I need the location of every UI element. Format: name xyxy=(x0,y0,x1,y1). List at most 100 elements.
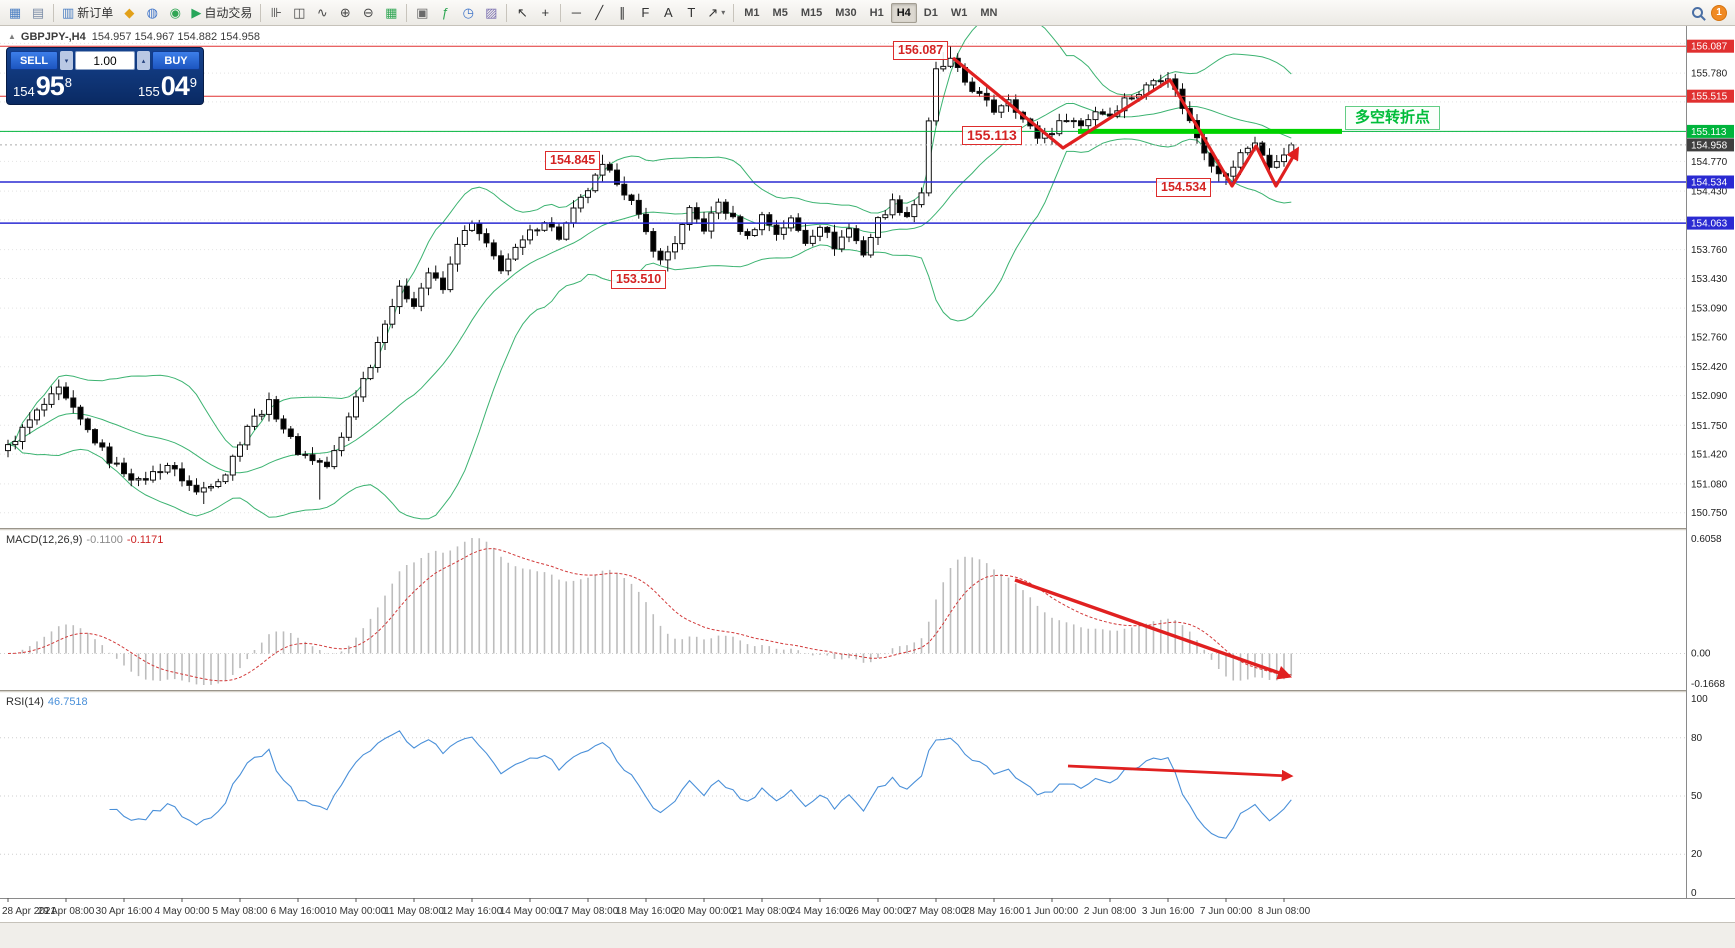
chart-profiles-button[interactable]: ▤ xyxy=(27,2,49,24)
buy-button[interactable]: BUY xyxy=(152,51,200,70)
turning-point-label[interactable]: 多空转折点 xyxy=(1345,106,1441,130)
price-badge xyxy=(1687,216,1734,230)
templates-button[interactable]: ▨ xyxy=(480,2,502,24)
sell-button[interactable]: SELL xyxy=(10,51,58,70)
shapes-icon: ↗ xyxy=(707,5,719,20)
horizontal-level-lines[interactable] xyxy=(0,45,1686,224)
svg-text:100: 100 xyxy=(1691,694,1708,705)
timeframe-m1-button[interactable]: M1 xyxy=(744,6,760,19)
price-scale[interactable]: 155.780 154.770 154.430 153.760 153.430 153.0… xyxy=(1687,39,1734,899)
autotrading-button[interactable]: ▶ 自动交易 xyxy=(187,2,256,24)
price-annotation-label[interactable]: 156.087 xyxy=(893,41,949,60)
buy-price-prefix: 155 xyxy=(138,84,160,99)
fibonacci-button[interactable]: F xyxy=(634,2,656,24)
svg-text:1 Jun 00:00: 1 Jun 00:00 xyxy=(1026,906,1079,917)
periods-icon: ◷ xyxy=(462,5,474,20)
indicators-button[interactable]: ƒ xyxy=(434,2,456,24)
volume-input[interactable] xyxy=(75,51,135,70)
price-annotation-label[interactable]: 155.113 xyxy=(962,126,1022,145)
line-chart-mode-icon: ∿ xyxy=(316,5,328,20)
timeframe-m30-button[interactable]: M30 xyxy=(835,6,857,19)
chart-title-bar: ▲ GBPJPY-,H4 154.957 154.967 154.882 154.9… xyxy=(8,31,260,43)
bollinger-upper-band xyxy=(7,26,1292,448)
text-label-button[interactable]: T xyxy=(680,2,702,24)
autotrading-icon: ▶ xyxy=(191,5,202,20)
candlestick-mode-icon: ◫ xyxy=(293,5,306,20)
one-click-trading-panel: SELL ▾ ▴ BUY 154 95 8 155 04 9 xyxy=(6,47,204,105)
timeframe-h4-button[interactable]: H4 xyxy=(890,2,917,23)
new-chart-button[interactable]: ▦ xyxy=(4,2,26,24)
svg-text:153.090: 153.090 xyxy=(1691,304,1728,315)
timeframe-d1-button[interactable]: D1 xyxy=(923,6,938,19)
macd-trend-arrow xyxy=(1014,578,1293,680)
trend-arrows[interactable] xyxy=(951,56,1300,782)
zoom-out-button[interactable]: ⊖ xyxy=(357,2,379,24)
buy-price-sup: 9 xyxy=(189,75,197,90)
new-order-button[interactable]: ▥ 新订单 xyxy=(58,2,117,24)
price-badge xyxy=(1687,124,1734,138)
chart-canvas[interactable]: 155.780 154.770 154.430 153.760 153.430 153.0… xyxy=(0,26,1735,922)
templates-icon: ▨ xyxy=(485,5,498,20)
panel-separator[interactable] xyxy=(0,690,1735,693)
collapse-icon[interactable]: ▲ xyxy=(8,32,16,41)
price-annotation-label[interactable]: 154.845 xyxy=(545,151,601,170)
svg-text:152.090: 152.090 xyxy=(1691,391,1728,402)
rsi-trend-arrow xyxy=(1067,764,1294,782)
svg-text:30 Apr 16:00: 30 Apr 16:00 xyxy=(96,906,153,917)
svg-text:12 May 16:00: 12 May 16:00 xyxy=(442,906,503,917)
text-button[interactable]: A xyxy=(657,2,679,24)
timeframe-mn-button[interactable]: MN xyxy=(980,6,998,19)
mql5-button[interactable]: ◆ xyxy=(118,2,140,24)
panel-separator[interactable] xyxy=(0,528,1735,531)
svg-text:18 May 16:00: 18 May 16:00 xyxy=(616,906,677,917)
trendline-button[interactable]: ╱ xyxy=(588,2,610,24)
price-annotation-label[interactable]: 154.534 xyxy=(1156,178,1212,197)
cursor-icon: ↖ xyxy=(516,5,528,20)
timeframe-w1-button[interactable]: W1 xyxy=(950,6,968,19)
new-order-icon: ▥ xyxy=(62,5,75,20)
auto-arrange-icon: ▣ xyxy=(416,5,429,20)
svg-text:50: 50 xyxy=(1691,791,1703,802)
bar-chart-mode-icon: ⊪ xyxy=(270,5,282,20)
svg-text:17 May 08:00: 17 May 08:00 xyxy=(558,906,619,917)
bollinger-lower-band xyxy=(7,138,1292,520)
notifications-badge[interactable]: 1 xyxy=(1711,4,1727,21)
candlestick-mode-button[interactable]: ◫ xyxy=(288,2,310,24)
autotrading-button-label: 自动交易 xyxy=(204,6,253,20)
horizontal-line-button[interactable]: ─ xyxy=(565,2,587,24)
cursor-button[interactable]: ↖ xyxy=(511,2,533,24)
channel-button[interactable]: ∥ xyxy=(611,2,633,24)
toolbar-separator xyxy=(260,3,262,22)
timeframe-m5-button[interactable]: M5 xyxy=(772,6,788,19)
timeframe-h1-button[interactable]: H1 xyxy=(869,6,884,19)
buy-price[interactable]: 155 04 9 xyxy=(138,73,197,100)
community-icon: ◉ xyxy=(169,5,181,20)
volume-down-button[interactable]: ▾ xyxy=(60,51,73,70)
sell-price-prefix: 154 xyxy=(13,84,35,99)
zoom-in-button[interactable]: ⊕ xyxy=(334,2,356,24)
search-icon[interactable] xyxy=(1692,7,1703,18)
fibonacci-icon: F xyxy=(641,5,650,20)
svg-text:0.00: 0.00 xyxy=(1691,649,1711,660)
price-badge xyxy=(1687,39,1734,53)
market-button[interactable]: ◍ xyxy=(141,2,163,24)
indicators-icon: ƒ xyxy=(441,5,449,20)
tile-windows-button[interactable]: ▦ xyxy=(380,2,402,24)
price-annotation-label[interactable]: 153.510 xyxy=(611,270,667,289)
shapes-button[interactable]: ↗ ▾ xyxy=(703,2,729,24)
rsi-value: 46.7518 xyxy=(47,696,88,708)
auto-arrange-button[interactable]: ▣ xyxy=(411,2,433,24)
toolbar-separator xyxy=(560,3,562,22)
chart-area[interactable]: 155.780 154.770 154.430 153.760 153.430 153.0… xyxy=(0,26,1735,922)
svg-text:151.080: 151.080 xyxy=(1691,479,1728,490)
bar-chart-mode-button[interactable]: ⊪ xyxy=(265,2,287,24)
svg-text:7 Jun 00:00: 7 Jun 00:00 xyxy=(1200,906,1253,917)
crosshair-button[interactable]: + xyxy=(534,2,556,24)
volume-up-button[interactable]: ▴ xyxy=(137,51,150,70)
timeframe-m15-button[interactable]: M15 xyxy=(800,6,823,19)
periods-button[interactable]: ◷ xyxy=(457,2,479,24)
sell-price[interactable]: 154 95 8 xyxy=(13,73,72,100)
line-chart-mode-button[interactable]: ∿ xyxy=(311,2,333,24)
community-button[interactable]: ◉ xyxy=(164,2,186,24)
